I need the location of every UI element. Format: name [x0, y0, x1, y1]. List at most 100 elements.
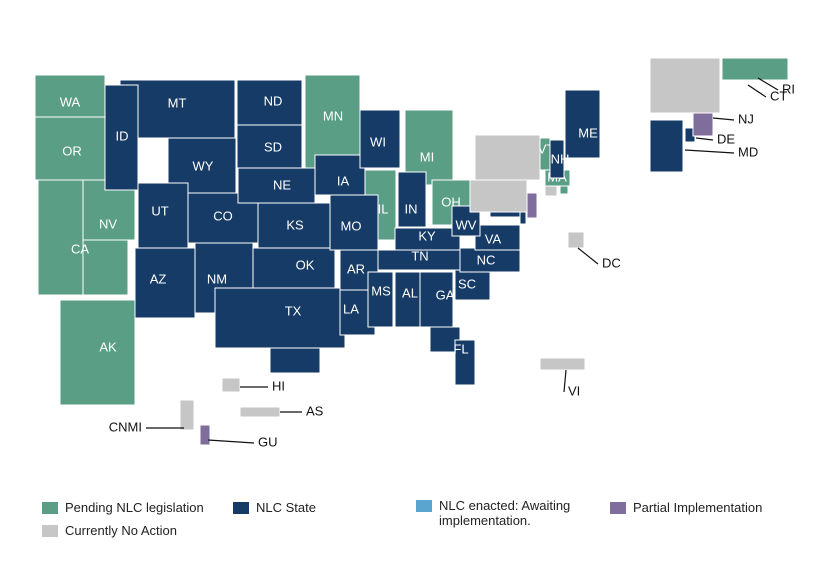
state-label: AZ	[150, 271, 167, 286]
state-label: NM	[207, 271, 227, 286]
state-shape	[314, 154, 366, 196]
state-label: IN	[405, 201, 418, 216]
state-shape	[104, 84, 139, 191]
leader-line	[747, 84, 767, 98]
legend-label: Currently No Action	[65, 523, 177, 538]
state-label: HI	[272, 378, 285, 393]
state-shape	[474, 224, 521, 251]
legend-label: NLC enacted: Awaiting implementation.	[439, 498, 571, 528]
state-label: MI	[420, 149, 434, 164]
state-label: ND	[264, 93, 283, 108]
state-shape	[236, 124, 303, 169]
state-label: UT	[151, 203, 168, 218]
state-label: WV	[456, 217, 477, 232]
state-label: AK	[99, 339, 117, 354]
state-shape	[559, 185, 569, 195]
state-label: AL	[402, 285, 418, 300]
state-shape	[359, 109, 401, 169]
state-shape	[167, 137, 237, 194]
state-label: AS	[306, 403, 324, 418]
state-label: KY	[418, 228, 436, 243]
state-label: GU	[258, 434, 278, 449]
leader-line	[695, 137, 714, 141]
state-label: IL	[378, 201, 389, 216]
leader-line	[207, 439, 255, 444]
state-shape	[304, 74, 361, 171]
state-label: CO	[213, 208, 233, 223]
state-shape	[179, 399, 195, 431]
state-shape	[236, 79, 303, 126]
state-label: RI	[782, 81, 795, 96]
state-shape	[397, 171, 427, 228]
state-shape	[519, 211, 527, 225]
state-label: NE	[273, 177, 291, 192]
state-shape	[269, 347, 321, 374]
state-shape	[237, 167, 316, 204]
state-shape	[214, 287, 346, 349]
state-shape	[367, 271, 394, 328]
state-shape	[649, 119, 684, 173]
state-label: CT	[770, 88, 787, 103]
state-label: DE	[717, 131, 735, 146]
state-label: MS	[371, 283, 391, 298]
state-shape	[137, 182, 189, 249]
state-shape	[454, 339, 476, 386]
state-label: OR	[62, 143, 82, 158]
legend-item: NLC enacted: Awaiting implementation.	[416, 498, 596, 528]
state-shape	[119, 79, 236, 139]
state-shape	[567, 231, 585, 249]
legend-item: Partial Implementation	[610, 500, 800, 515]
legend-swatch	[416, 500, 432, 512]
legend-label: Partial Implementation	[633, 500, 763, 515]
state-label: SC	[458, 276, 476, 291]
state-shape	[454, 269, 491, 301]
legend-label: NLC State	[256, 500, 316, 515]
state-label: NJ	[738, 111, 754, 126]
state-label: WA	[60, 94, 81, 109]
state-shape	[37, 179, 84, 296]
state-label: OK	[296, 257, 315, 272]
state-label: NH	[551, 151, 570, 166]
state-shape	[526, 192, 538, 219]
state-label: MN	[323, 108, 343, 123]
state-label: ID	[116, 128, 129, 143]
state-shape	[544, 185, 558, 197]
state-label: MT	[168, 95, 187, 110]
legend-swatch	[233, 502, 249, 514]
state-label: ME	[578, 125, 598, 140]
state-label: SD	[264, 139, 282, 154]
state-label: VI	[568, 383, 580, 398]
state-label: GA	[436, 287, 455, 302]
state-shape	[199, 424, 211, 446]
state-label: CNMI	[109, 419, 142, 434]
state-shape	[239, 406, 281, 418]
state-label: DC	[602, 255, 621, 270]
state-shape	[252, 247, 336, 289]
map: WAORCANVMNMIILOHAKVTMARIMTNDSDWYIDUTCONE…	[34, 57, 795, 449]
legend-label: Pending NLC legislation	[65, 500, 204, 515]
state-shape	[721, 57, 789, 81]
leader-line	[684, 149, 735, 154]
state-shape	[474, 134, 541, 181]
state-label: VA	[485, 231, 502, 246]
legend-item: Currently No Action	[42, 523, 232, 538]
legend-item: NLC State	[233, 500, 413, 515]
state-shape	[82, 239, 129, 296]
state-shape	[549, 139, 565, 179]
leader-line	[577, 247, 599, 265]
legend-item: Pending NLC legislation	[42, 500, 232, 515]
legend-swatch	[610, 502, 626, 514]
state-shape	[134, 247, 196, 319]
state-shape	[419, 271, 454, 328]
state-label: NV	[99, 216, 117, 231]
state-label: LA	[343, 301, 359, 316]
state-label: MD	[738, 144, 758, 159]
state-label: TN	[411, 248, 428, 263]
leader-line	[757, 77, 779, 91]
state-label: WY	[193, 158, 214, 173]
state-shape	[34, 116, 111, 181]
state-shape	[59, 299, 136, 406]
legend-swatch	[42, 502, 58, 514]
state-label: FL	[453, 341, 468, 356]
